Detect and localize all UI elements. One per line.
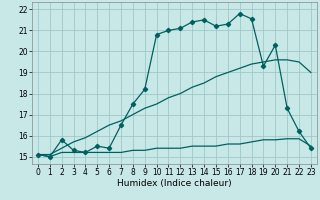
X-axis label: Humidex (Indice chaleur): Humidex (Indice chaleur) — [117, 179, 232, 188]
